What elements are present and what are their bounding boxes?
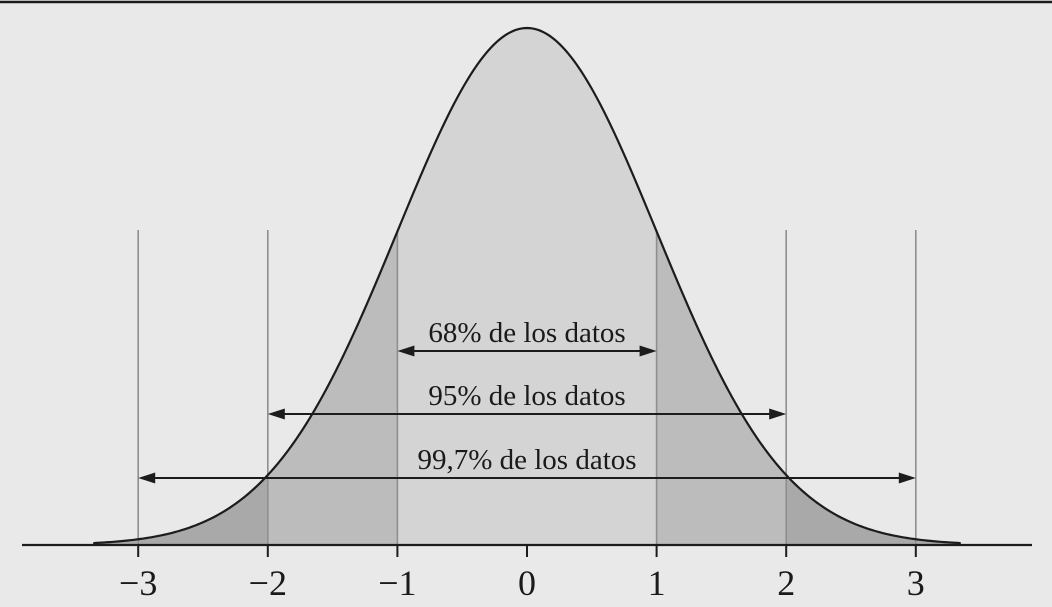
x-tick-label-0: 0 bbox=[518, 563, 536, 603]
x-tick-label--3: −3 bbox=[119, 563, 157, 603]
coverage-arrowhead-right-0 bbox=[639, 345, 657, 357]
x-tick-label-3: 3 bbox=[907, 563, 925, 603]
x-tick-label-2: 2 bbox=[777, 563, 795, 603]
x-tick-label-1: 1 bbox=[648, 563, 666, 603]
shaded-band-68% bbox=[397, 28, 657, 545]
coverage-arrowhead-left-2 bbox=[138, 472, 156, 484]
coverage-label-1: 95% de los datos bbox=[428, 380, 625, 412]
coverage-label-2: 99,7% de los datos bbox=[417, 444, 636, 476]
coverage-label-0: 68% de los datos bbox=[428, 317, 625, 349]
coverage-arrowhead-left-0 bbox=[397, 345, 415, 357]
coverage-arrowhead-right-2 bbox=[898, 472, 916, 484]
coverage-arrowhead-right-1 bbox=[769, 408, 787, 420]
coverage-arrowhead-left-1 bbox=[267, 408, 285, 420]
x-tick-label--1: −1 bbox=[378, 563, 416, 603]
x-tick-label--2: −2 bbox=[249, 563, 287, 603]
density-curve bbox=[93, 26, 961, 545]
